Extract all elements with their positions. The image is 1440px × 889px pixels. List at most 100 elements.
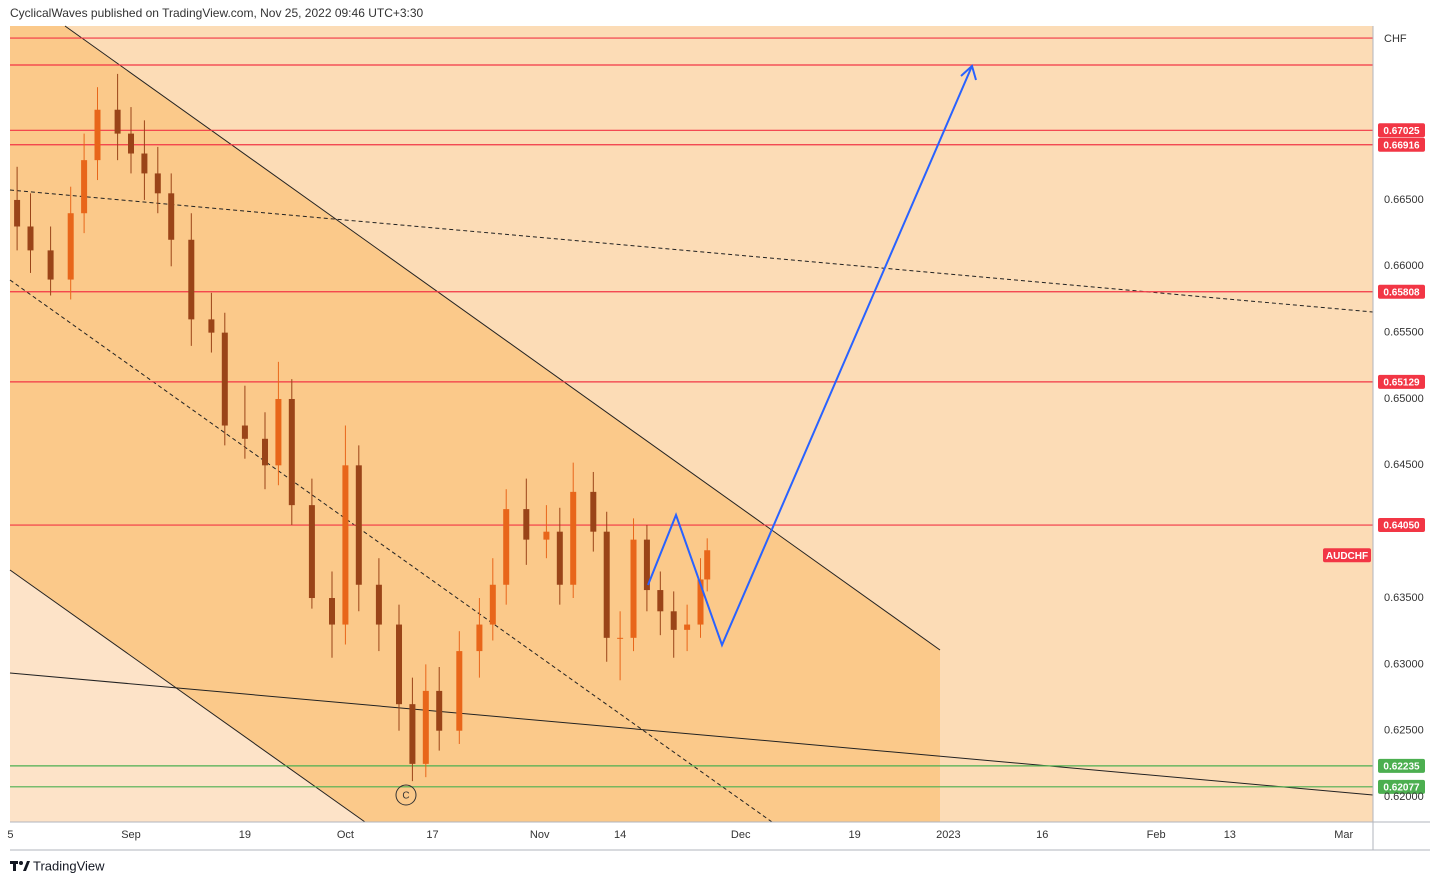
channel-lower (9, 569, 366, 823)
price-label: 0.65808 (1383, 287, 1420, 298)
price-label: 0.66916 (1383, 140, 1420, 151)
y-tick-label: 0.65500 (1384, 327, 1424, 339)
y-tick-label: 0.66000 (1384, 260, 1424, 272)
price-label-box (1378, 779, 1425, 794)
candle-body (436, 690, 443, 731)
candle-body (27, 226, 34, 251)
candle-body (704, 550, 711, 580)
candle-body (476, 624, 483, 652)
candle-body (684, 624, 691, 630)
channel-mid (9, 279, 773, 823)
candle-body (329, 598, 336, 625)
y-tick-label: 0.63000 (1384, 658, 1424, 670)
projection-path (647, 65, 973, 648)
candle-body (128, 133, 135, 154)
candle-body (489, 584, 496, 625)
candle-body (14, 199, 21, 227)
y-tick-label: 0.66500 (1384, 194, 1424, 206)
channel-zone (10, 26, 940, 822)
x-tick-label: Nov (530, 829, 550, 841)
y-tick-label: 0.63500 (1384, 592, 1424, 604)
trend-line (9, 672, 1374, 796)
candle-body (396, 624, 403, 705)
candle-body (657, 590, 664, 612)
wave-marker (395, 784, 417, 806)
projection-arrow (960, 64, 977, 81)
candle-body (275, 398, 282, 466)
x-tick-label: Feb (1147, 829, 1166, 841)
footer: TradingView (33, 858, 105, 873)
candle-body (456, 651, 463, 731)
wave-label: C (402, 791, 409, 802)
candle-body (556, 531, 563, 585)
candle-body (241, 425, 248, 439)
price-label: 0.67025 (1383, 126, 1420, 137)
price-label-box (1378, 284, 1425, 299)
candle-body (168, 193, 175, 240)
candle-body (114, 109, 121, 134)
candle-body (570, 491, 577, 585)
y-tick-label: 0.64500 (1384, 459, 1424, 471)
symbol-label: AUDCHF (1326, 551, 1368, 562)
price-label: 0.65129 (1383, 378, 1420, 389)
candle-body (503, 509, 510, 585)
candle-body (355, 465, 362, 585)
candle-body (288, 398, 295, 506)
candle-body (697, 579, 704, 625)
price-label-box (1378, 374, 1425, 389)
candle-body (670, 611, 677, 630)
candle-body (188, 239, 195, 320)
candle-body (342, 465, 349, 625)
price-label-box (1378, 137, 1425, 152)
x-tick-label: 14 (614, 829, 626, 841)
logo (10, 861, 30, 871)
x-tick-label: 2023 (936, 829, 960, 841)
price-label: 0.62235 (1383, 762, 1420, 773)
currency: CHF (1384, 33, 1407, 45)
candle-body (409, 704, 416, 764)
candle-body (208, 319, 215, 333)
candle-body (523, 509, 530, 540)
candle-body (543, 531, 550, 540)
x-tick-label: Oct (337, 829, 354, 841)
symbol-label-box (1323, 548, 1371, 563)
candle-body (221, 332, 228, 426)
header: CyclicalWaves published on TradingView.c… (10, 6, 424, 20)
x-tick-label: 13 (1224, 829, 1236, 841)
x-tick-label: Mar (1334, 829, 1353, 841)
candle-body (375, 584, 382, 625)
candle-body (81, 160, 88, 214)
y-tick-label: 0.62500 (1384, 725, 1424, 737)
candle-body (422, 690, 429, 764)
levels: 0.67025 0.66916 0.65808 0.65129 0.64050 0.622… (10, 37, 1425, 794)
price-label-box (1378, 518, 1425, 533)
price-label-box (1378, 123, 1425, 138)
price-label-box (1378, 758, 1425, 773)
x-tick-label: 19 (848, 829, 860, 841)
candle-body (308, 505, 315, 599)
candles (14, 73, 711, 782)
x-tick-label: 5 (7, 829, 13, 841)
candle-body (590, 491, 597, 532)
price-label: 0.64050 (1383, 521, 1420, 532)
candle-body (141, 153, 148, 174)
candle-body (94, 109, 101, 161)
candle-body (643, 539, 650, 591)
x-tick-label: 17 (426, 829, 438, 841)
x-tick-label: Sep (121, 829, 141, 841)
price-label: 0.62077 (1383, 782, 1420, 793)
x-tick-label: Dec (731, 829, 751, 841)
candle-body (630, 539, 637, 638)
y-tick-label: 0.62000 (1384, 791, 1424, 803)
candle-body (603, 531, 610, 638)
candle-body (67, 213, 74, 280)
candle-body (262, 438, 269, 466)
candle-body (617, 637, 624, 639)
y-tick-label: 0.65000 (1384, 393, 1424, 405)
candle-body (47, 250, 54, 280)
x-tick-label: 16 (1036, 829, 1048, 841)
candle-body (154, 173, 161, 194)
x-tick-label: 19 (239, 829, 251, 841)
